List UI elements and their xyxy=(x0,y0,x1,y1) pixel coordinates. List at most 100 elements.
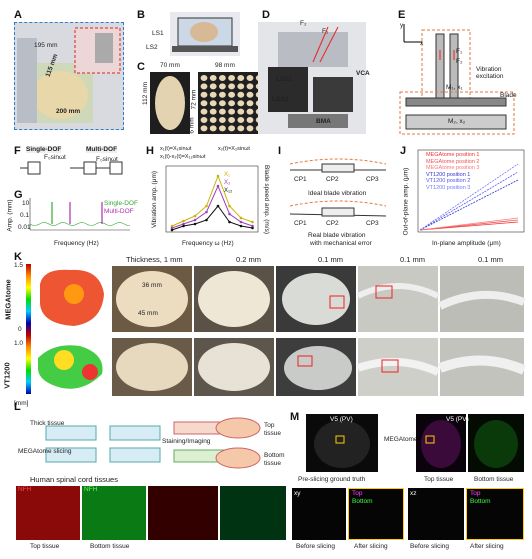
sample-dot xyxy=(246,75,254,81)
panel-k-vt1200-01mm-a xyxy=(276,338,356,396)
h-legend-item: X₁ xyxy=(224,172,230,178)
panel-j-ylabel: Out-of-plane amp. (μm) xyxy=(402,167,410,236)
sample-dot xyxy=(237,75,245,81)
sample-dot xyxy=(209,117,217,123)
panel-d-label: D xyxy=(262,9,270,21)
panel-k-cb3: 1.0 xyxy=(14,340,24,347)
panel-c-h2: 72 mm xyxy=(190,89,198,110)
j-legend-item: VT1200 position 2 xyxy=(426,178,471,184)
panel-l-slicing: MEGAtome slicing xyxy=(18,448,72,455)
panel-l-bottom-tissue-image xyxy=(82,486,146,540)
panel-k-vt1200-02mm xyxy=(194,338,274,396)
panel-f-multi: Multi-DOF xyxy=(86,146,118,153)
sample-dot xyxy=(228,100,235,107)
panel-h-ylabel: Vibration amp. (μm) xyxy=(151,170,159,229)
panel-i-cp2-b: CP2 xyxy=(326,220,339,227)
h-series-point xyxy=(193,222,197,226)
panel-l-nfh2: NFH xyxy=(84,486,98,493)
h-series-point xyxy=(228,212,231,216)
panel-h-ylabel2: Blade speed amp. (m/s) xyxy=(263,164,271,235)
panel-i-ideal: Ideal blade vibration xyxy=(308,190,367,197)
panel-c-w2: 98 mm xyxy=(215,62,235,69)
panel-m-before1: Before slicing xyxy=(296,543,336,550)
panel-l-diagram xyxy=(45,417,261,469)
panel-m-top-b: Top xyxy=(470,490,481,497)
panel-k-t4: 0.1 mm xyxy=(400,255,426,264)
panel-k-megatome-02mm xyxy=(194,266,274,332)
panel-k-d1: 36 mm xyxy=(142,282,162,289)
panel-e-f2: F₂ xyxy=(456,58,463,65)
panel-d-f2: F₂ xyxy=(300,20,307,27)
panel-d-f1: F₁ xyxy=(322,28,329,35)
sample-dot xyxy=(200,75,208,81)
sample-dot xyxy=(228,117,235,123)
h-legend-item: X₁₂ xyxy=(224,188,233,194)
h-series-line xyxy=(171,184,253,229)
sample-dot xyxy=(209,83,217,90)
panel-e-blade: Blade xyxy=(500,92,517,99)
panel-c-w1: 70 mm xyxy=(160,62,180,69)
h-series-point xyxy=(216,174,220,178)
panel-k-cb2: 0 xyxy=(18,326,22,333)
panel-g-ytick-0: 10 xyxy=(22,200,30,207)
sample-dot xyxy=(219,125,226,132)
panel-k-megatome-01mm-a xyxy=(276,266,356,332)
h-series-point xyxy=(251,224,254,228)
h-series-point xyxy=(182,219,185,223)
sample-dot xyxy=(228,91,235,98)
h-series-point xyxy=(239,220,243,224)
sample-dot xyxy=(200,83,208,90)
panel-c-h3: 6 mm xyxy=(188,117,196,134)
sample-dot xyxy=(246,117,254,123)
panel-l-bottom-zoom xyxy=(220,486,286,540)
sample-dot xyxy=(237,100,245,107)
sample-dot xyxy=(219,108,226,115)
panel-l-top-tissue-image xyxy=(16,486,80,540)
panel-m-xy-after xyxy=(348,488,404,540)
sample-dot xyxy=(237,117,245,123)
panel-l-top-zoom xyxy=(148,486,218,540)
panel-b-ls2: LS2 xyxy=(146,44,158,51)
sample-dot xyxy=(237,83,245,90)
panel-h-xlabel: Frequency ω (Hz) xyxy=(182,240,234,247)
sample-dot xyxy=(219,83,226,90)
sample-dot xyxy=(219,91,226,98)
panel-f-single: Single-DOF xyxy=(26,146,62,153)
panel-g-leg1: Single-DOF xyxy=(104,200,138,207)
h-series-point xyxy=(182,224,185,228)
j-series-line xyxy=(419,217,519,231)
panel-m-after2: After slicing xyxy=(470,543,504,550)
panel-k-thick: Thickness, 1 mm xyxy=(126,255,183,264)
panel-l-stain: Staining/Imaging xyxy=(162,438,211,445)
j-series-line xyxy=(419,171,519,231)
panel-g-ytick-2: 0.01 xyxy=(18,224,31,231)
panel-m-xy: xy xyxy=(294,490,301,497)
panel-l-nfh1: NFH xyxy=(18,486,32,493)
panel-f-eq2: F₀sinωt xyxy=(96,156,118,163)
panel-l-thick: Thick tissue xyxy=(30,420,65,427)
panel-h-chart: X₁ X₂ X₁₂ xyxy=(165,165,259,233)
h-series-point xyxy=(239,224,243,228)
h-series-line xyxy=(171,205,253,231)
h-series-point xyxy=(216,204,220,208)
sample-dot xyxy=(246,83,254,90)
panel-j-chart xyxy=(417,149,525,233)
panel-l-top2: tissue xyxy=(264,430,281,437)
panel-l-bottom-tissue: Bottom tissue xyxy=(90,543,130,550)
sample-dot xyxy=(237,91,245,98)
panel-m-bottom-tissue-image xyxy=(468,414,524,472)
panel-g-ylabel: Amp. (mm) xyxy=(6,199,14,232)
panel-h-eq1: x₁(t)=X₁sinωt xyxy=(160,146,192,152)
sample-dot xyxy=(228,125,235,132)
panel-d-image xyxy=(258,22,366,134)
h-series-point xyxy=(251,220,254,224)
panel-e-m1: M₁, x₁ xyxy=(446,84,463,91)
sample-dot xyxy=(219,100,226,107)
panel-b-ls1: LS1 xyxy=(152,30,164,37)
panel-a-label: A xyxy=(14,9,22,21)
panel-l-label: L xyxy=(14,401,21,413)
sample-dot xyxy=(228,75,235,81)
panel-h-eq2: x₂(t)=X₂sinωt xyxy=(218,146,250,152)
panel-g-xlabel: Frequency (Hz) xyxy=(54,240,99,247)
j-legend-item: MEGAtome position 3 xyxy=(426,165,480,171)
